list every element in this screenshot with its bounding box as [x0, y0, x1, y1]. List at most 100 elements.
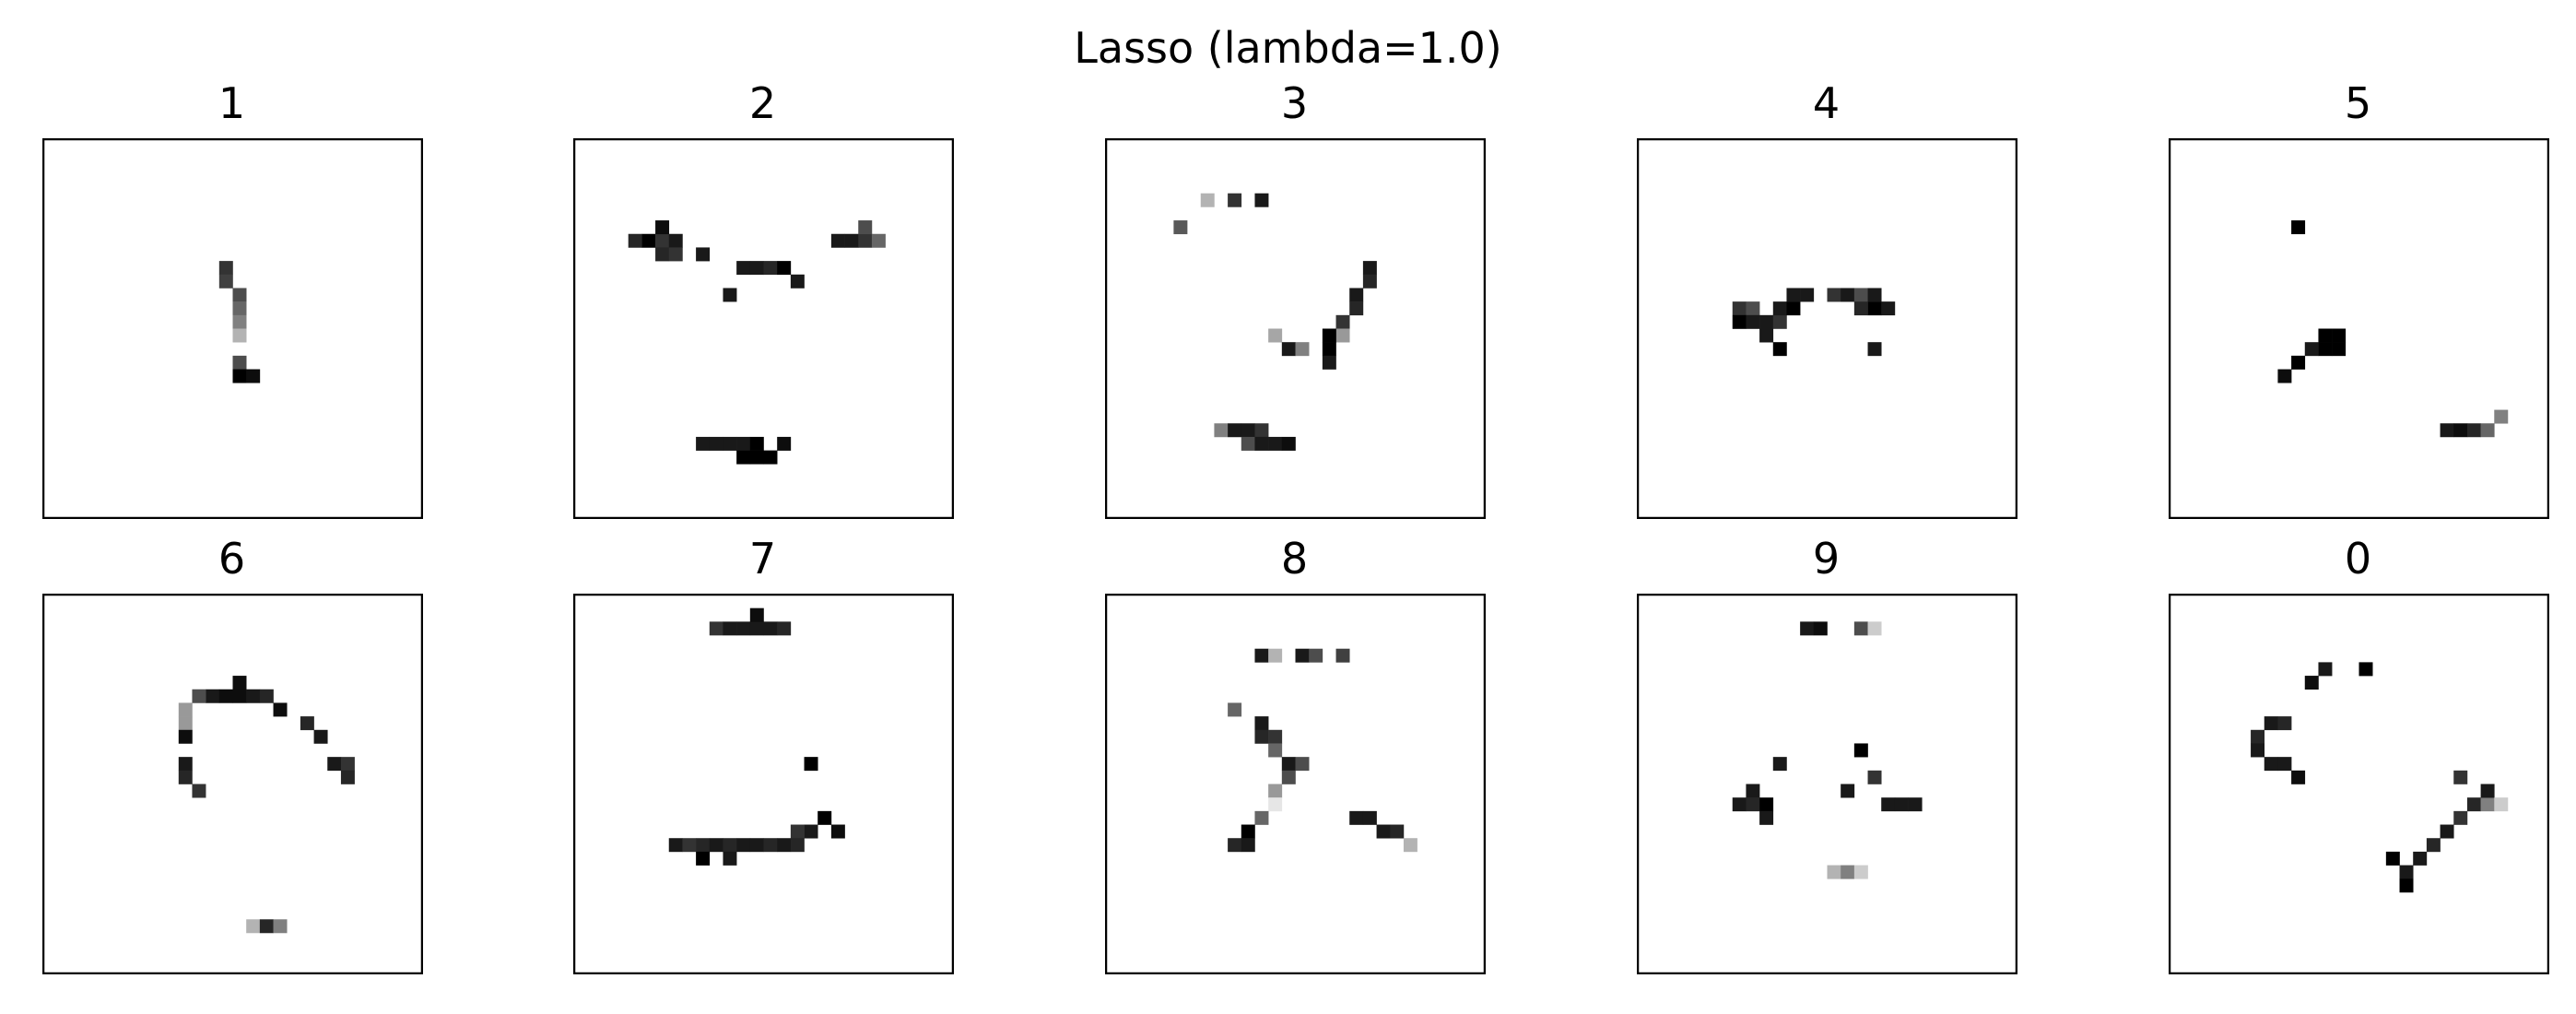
heatmap-cell — [844, 233, 859, 248]
heatmap-cell — [1268, 743, 1283, 758]
heatmap-cell — [723, 851, 737, 866]
heatmap-axes — [1105, 594, 1486, 974]
heatmap-cell — [232, 355, 247, 370]
heatmap-cell — [830, 233, 845, 248]
heatmap-cell — [1853, 743, 1868, 758]
heatmap-cell — [1746, 301, 1760, 316]
heatmap-axes — [1637, 138, 2017, 519]
panel-0: 0 — [2169, 533, 2549, 974]
heatmap-cell — [2413, 851, 2428, 866]
panel-title: 1 — [218, 78, 246, 128]
heatmap-cell — [1746, 784, 1760, 798]
panel-8: 8 — [1105, 533, 1486, 974]
heatmap-cell — [1841, 865, 1855, 879]
heatmap-axes — [573, 594, 954, 974]
heatmap-cell — [736, 450, 751, 465]
heatmap-cell — [817, 810, 832, 825]
heatmap-cell — [1827, 865, 1841, 879]
heatmap-cell — [1295, 342, 1310, 357]
panel-4: 4 — [1637, 77, 2017, 519]
heatmap-cell — [192, 784, 206, 798]
heatmap-cell — [2440, 423, 2454, 438]
heatmap-cell — [1772, 301, 1787, 316]
panel-2: 2 — [573, 77, 954, 519]
heatmap-cell — [1335, 328, 1350, 343]
heatmap-cell — [1335, 648, 1350, 663]
panel-title: 8 — [1280, 534, 1309, 584]
heatmap-cell — [2318, 342, 2333, 357]
heatmap-cell — [1908, 797, 1923, 812]
heatmap-cell — [2291, 770, 2306, 784]
heatmap-cell — [327, 757, 342, 772]
heatmap-cell — [723, 621, 737, 636]
heatmap-cell — [723, 838, 737, 853]
heatmap-cell — [736, 838, 751, 853]
axes-frame — [1637, 138, 2017, 519]
heatmap-cell — [300, 716, 314, 731]
heatmap-cell — [709, 838, 723, 853]
heatmap-cell — [178, 716, 193, 731]
heatmap-cell — [1241, 838, 1255, 853]
heatmap-cell — [1841, 784, 1855, 798]
heatmap-cell — [232, 301, 247, 316]
axes-background — [574, 595, 953, 973]
heatmap-cell — [641, 233, 656, 248]
heatmap-cell — [696, 851, 711, 866]
heatmap-cell — [1214, 423, 1229, 438]
heatmap-axes — [573, 138, 954, 519]
heatmap-cell — [1254, 716, 1269, 731]
heatmap-cell — [1281, 770, 1296, 784]
heatmap-cell — [2304, 676, 2319, 690]
heatmap-cell — [1376, 824, 1391, 839]
axes-frame — [573, 594, 954, 974]
heatmap-cell — [777, 261, 792, 276]
heatmap-cell — [790, 274, 805, 289]
axes-frame — [2169, 594, 2549, 974]
heatmap-cell — [1853, 865, 1868, 879]
heatmap-cell — [1349, 288, 1364, 302]
heatmap-cell — [1349, 301, 1364, 316]
heatmap-cell — [1746, 314, 1760, 329]
heatmap-cell — [763, 450, 778, 465]
heatmap-cell — [777, 436, 792, 451]
axes-frame — [1105, 138, 1486, 519]
heatmap-cell — [777, 838, 792, 853]
heatmap-cell — [1349, 810, 1364, 825]
heatmap-cell — [2466, 797, 2481, 812]
heatmap-cell — [2264, 716, 2278, 731]
heatmap-cell — [1309, 648, 1323, 663]
panel-title: 9 — [1812, 534, 1841, 584]
heatmap-cell — [1241, 423, 1255, 438]
heatmap-cell — [696, 436, 711, 451]
panel-6: 6 — [42, 533, 423, 974]
heatmap-cell — [2426, 838, 2441, 853]
heatmap-cell — [1281, 342, 1296, 357]
heatmap-cell — [2385, 851, 2400, 866]
heatmap-cell — [1362, 274, 1377, 289]
heatmap-cell — [736, 261, 751, 276]
heatmap-cell — [1800, 288, 1815, 302]
heatmap-cell — [1241, 436, 1255, 451]
heatmap-cell — [2453, 810, 2468, 825]
heatmap-cell — [1853, 621, 1868, 636]
heatmap-cell — [2453, 770, 2468, 784]
heatmap-cell — [749, 607, 764, 622]
panel-3: 3 — [1105, 77, 1486, 519]
heatmap-cell — [790, 824, 805, 839]
heatmap-cell — [2277, 369, 2292, 383]
heatmap-cell — [1813, 621, 1828, 636]
heatmap-cell — [668, 838, 683, 853]
heatmap-cell — [1881, 301, 1896, 316]
heatmap-cell — [2399, 878, 2414, 893]
heatmap-cell — [2453, 423, 2468, 438]
heatmap-cell — [1841, 288, 1855, 302]
heatmap-cell — [1322, 355, 1336, 370]
chart-title: Lasso (lambda=1.0) — [1074, 23, 1502, 73]
heatmap-cell — [313, 729, 328, 744]
heatmap-cell — [723, 288, 737, 302]
heatmap-cell — [1772, 314, 1787, 329]
heatmap-cell — [2318, 328, 2333, 343]
heatmap-cell — [2291, 355, 2306, 370]
heatmap-cell — [871, 233, 886, 248]
heatmap-cell — [1867, 621, 1882, 636]
